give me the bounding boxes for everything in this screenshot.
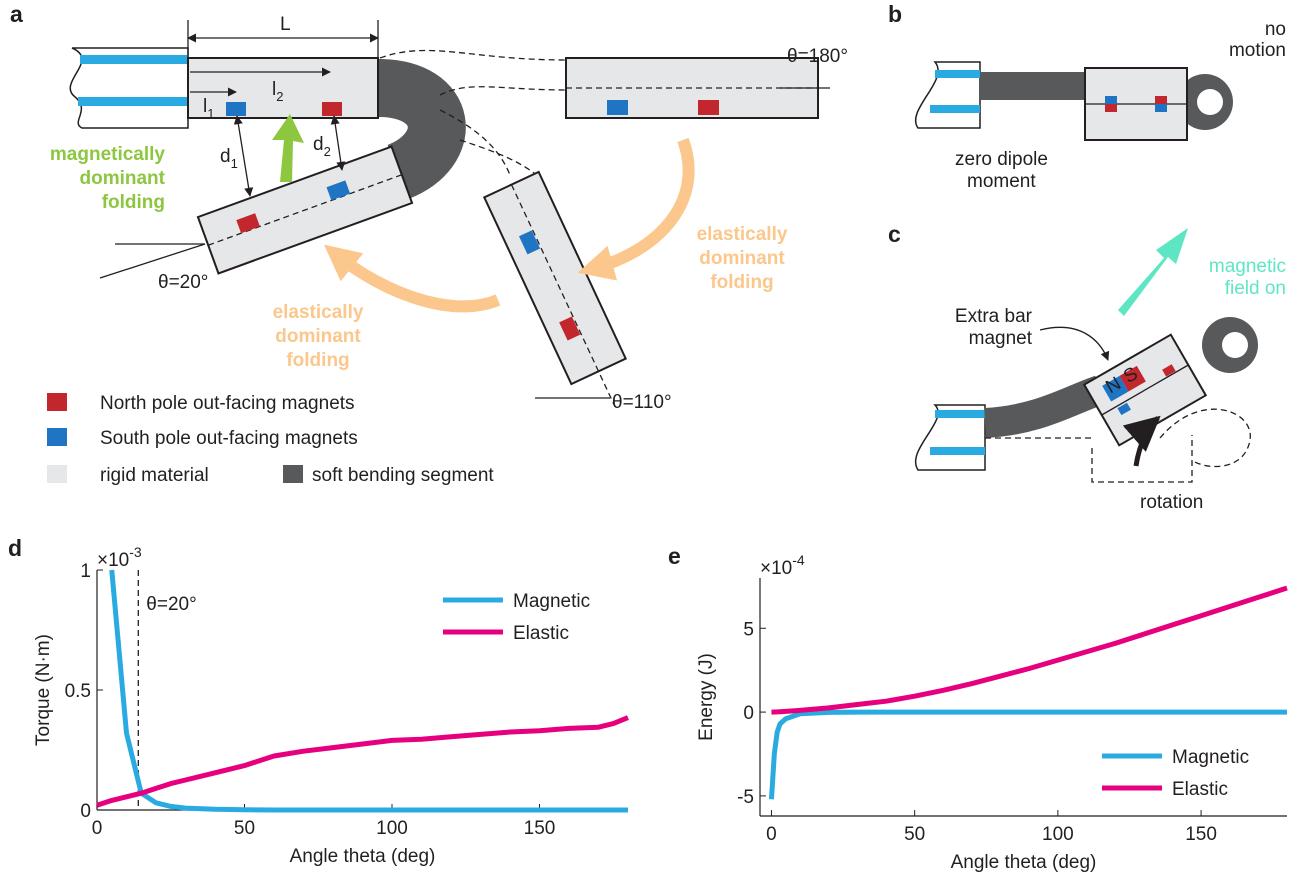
series-line [97,718,628,806]
multiplier-base: ×10 [97,550,129,571]
y-tick-label: 0.5 [65,681,91,702]
multiplier-base: ×10 [760,558,792,579]
x-tick-label: 150 [524,818,556,839]
series-line [771,588,1287,712]
multiplier-exp: -4 [792,552,805,568]
multiplier: ×10-4 [760,552,805,579]
y-tick-label: -5 [737,787,754,808]
rigid-block [188,58,378,118]
legend-label: Elastic [513,623,569,644]
legend-label: rigid material [100,465,209,486]
panel-label: d [8,535,22,561]
panel-label: a [10,1,23,27]
y-axis-label: Torque (N·m) [33,634,54,746]
multiplier: ×10-3 [97,544,142,571]
x-axis-label: Angle theta (deg) [290,846,436,867]
x-tick-label: 50 [234,818,255,839]
arrow [338,256,498,306]
annotation: θ=20° [146,594,196,615]
label: d1 [220,146,238,171]
x-tick-label: 50 [904,824,925,845]
legend-label: North pole out-facing magnets [100,393,355,414]
x-tick-label: 0 [92,818,103,839]
legend-label: South pole out-facing magnets [100,428,358,449]
legend-label: Elastic [1172,779,1228,800]
y-tick-label: 5 [743,619,754,640]
x-tick-label: 150 [1185,824,1217,845]
label: θ=110° [612,392,672,413]
figure: a L l2 l1 d1 d2 magneticallydominantfold… [0,0,1300,879]
y-tick-label: 0 [743,703,754,724]
magnet [322,102,342,116]
x-tick-label: 100 [376,818,408,839]
label: θ=180° [787,46,848,67]
panel-label: b [888,1,902,27]
arrow [595,140,689,268]
y-tick-label: 1 [80,561,91,582]
lumen [78,97,188,106]
legend-label: soft bending segment [312,465,494,486]
multiplier-exp: -3 [129,544,142,560]
y-axis-label: Energy (J) [696,653,717,741]
x-axis-label: Angle theta (deg) [951,852,1097,873]
annotation: rotation [1140,492,1203,513]
legend-label: Magnetic [1172,747,1249,768]
x-tick-label: 100 [1042,824,1074,845]
arrow [272,114,304,182]
y-tick-label: 0 [80,801,91,822]
lumen [80,55,188,64]
label: d2 [313,134,331,159]
panel-label: c [888,221,901,247]
panel-label: e [668,543,681,569]
x-tick-label: 0 [766,824,777,845]
magnet [226,102,246,116]
legend-label: Magnetic [513,591,590,612]
tilted-block [484,172,642,419]
label: L [280,14,291,35]
label: θ=20° [158,272,208,293]
